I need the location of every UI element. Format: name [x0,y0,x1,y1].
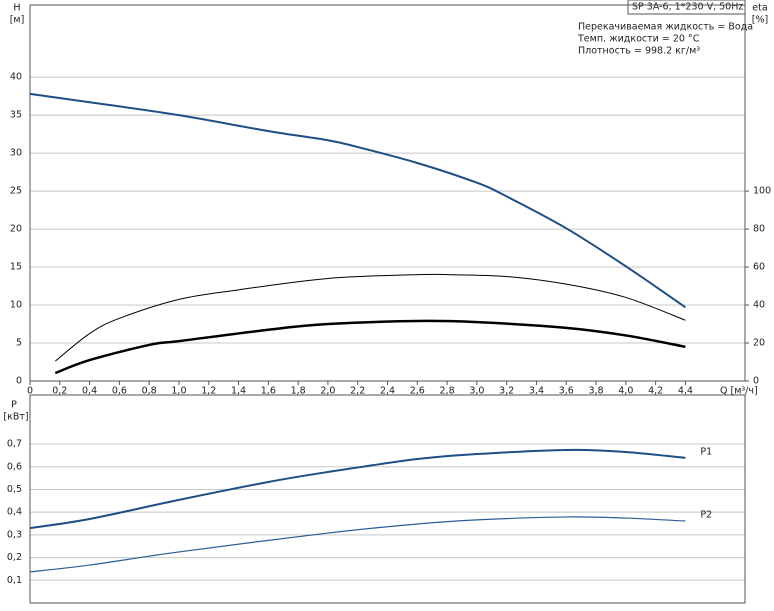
x-tick-label: 4,4 [678,386,693,397]
y-tick-label: 15 [10,262,22,273]
x-tick-label: 2,0 [320,386,335,397]
x-tick-label: 3,4 [529,386,544,397]
y-tick-label: 40 [10,72,22,83]
x-tick-label: 1,8 [291,386,306,397]
y2-tick-label: 60 [753,262,765,273]
x-tick-label: 1,0 [171,386,186,397]
x-tick-label: 2,4 [380,386,395,397]
y-tick-label: 0,2 [7,552,22,563]
h-axis-unit: [м] [10,15,25,26]
y-tick-label: 0,3 [7,529,22,540]
series-label: P2 [700,510,712,521]
x-tick-label: 2,8 [440,386,455,397]
x-tick-label: 4,2 [648,386,663,397]
x-tick-label: 0,2 [52,386,67,397]
x-tick-label: 0,6 [112,386,127,397]
curve [55,273,686,362]
plot-frame [29,394,746,604]
y-tick-label: 10 [10,300,22,311]
curve [54,319,686,375]
y2-tick-label: 20 [753,338,765,349]
info-line: Темп. жидкости = 20 °C [577,34,700,45]
y-tick-label: 30 [10,148,22,159]
series-label: P1 [700,446,712,457]
y2-tick-label: 0 [753,376,759,387]
x-tick-label: 2,6 [410,386,425,397]
x-tick-label: 0 [27,386,33,397]
y-tick-label: 0,7 [7,439,22,450]
x-tick-label: 3,8 [588,386,603,397]
curve [29,92,686,309]
p-axis-unit: [кВт] [3,412,28,423]
curve [29,516,686,573]
eta-axis-label: eta [752,3,767,14]
info-title: SP 3A-6, 1*230 V, 50Hz [632,2,743,13]
y-tick-label: 25 [10,186,22,197]
eta-axis-unit: [%] [752,15,768,26]
y2-tick-label: 80 [753,224,765,235]
x-tick-label: 3,2 [499,386,514,397]
x-tick-label: 1,4 [231,386,246,397]
x-tick-label: 3,6 [559,386,574,397]
info-line: Перекачиваемая жидкость = Вода [578,22,753,33]
y-tick-label: 0,4 [7,507,22,518]
x-tick-label: 2,2 [350,386,365,397]
x-tick-label: 0,4 [82,386,97,397]
y-tick-label: 35 [10,110,22,121]
x-axis-label: Q [м³/ч] [720,386,758,397]
x-tick-label: 1,6 [261,386,276,397]
x-tick-label: 3,0 [469,386,484,397]
y2-tick-label: 100 [753,186,771,197]
y-tick-label: 20 [10,224,22,235]
y-tick-label: 0,1 [7,575,22,586]
x-tick-label: 1,2 [201,386,216,397]
y-tick-label: 5 [16,338,22,349]
h-axis-label: H [13,3,20,14]
y2-tick-label: 40 [753,300,765,311]
plot-frame [29,4,746,382]
p-axis-label: P [11,400,17,411]
y-tick-label: 0 [16,376,22,387]
y-tick-label: 0,5 [7,484,22,495]
x-tick-label: 0,8 [142,386,157,397]
curve [29,448,686,530]
info-line: Плотность = 998.2 кг/м³ [578,46,700,57]
y-tick-label: 0,6 [7,461,22,472]
x-tick-label: 4,0 [618,386,633,397]
